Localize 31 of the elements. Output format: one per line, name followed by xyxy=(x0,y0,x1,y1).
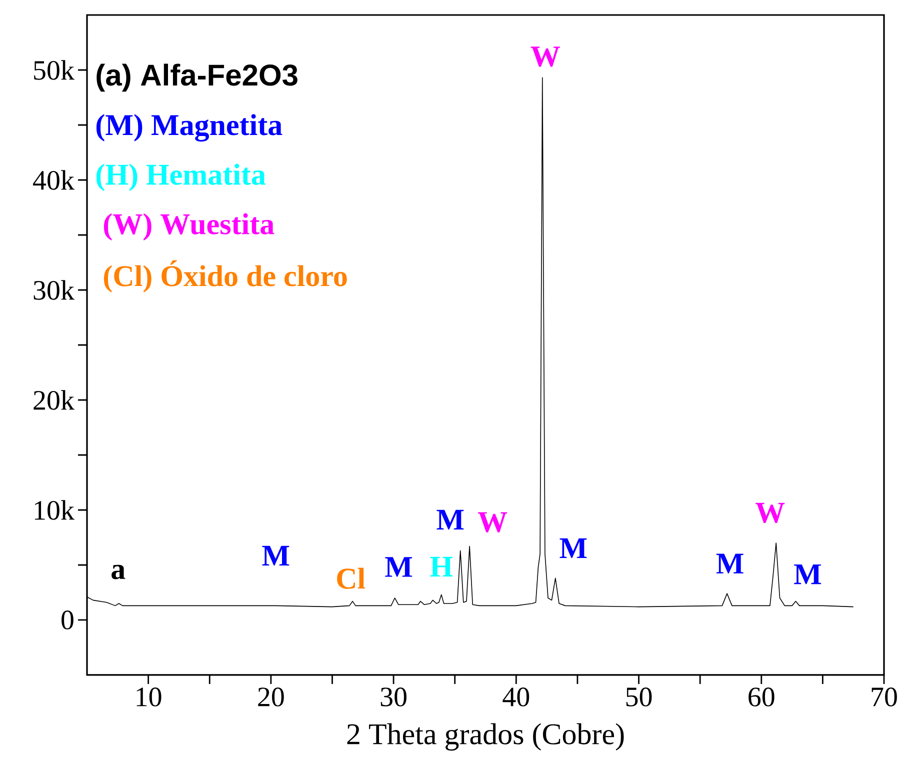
annotation: W xyxy=(478,512,508,532)
annotation: M xyxy=(262,546,290,566)
x-tick-label: 30 xyxy=(380,688,406,706)
annotation: W xyxy=(530,46,560,67)
x-tick-label: 10 xyxy=(136,688,162,706)
text: (a) Alfa-Fe2O3 xyxy=(96,64,298,92)
y-tick-label: 10k xyxy=(34,500,74,520)
x-tick-label: 40 xyxy=(502,688,530,706)
y-tick-label: 50k xyxy=(34,60,74,80)
y-tick-label: 30k xyxy=(34,280,74,300)
y-tick-label: 20k xyxy=(34,390,74,410)
annotation: W xyxy=(756,502,785,524)
x-tick-label: 50 xyxy=(626,688,652,706)
annotation: (H) Hematita xyxy=(96,164,266,191)
annotation: M xyxy=(385,557,412,577)
x-tick-label: 70 xyxy=(872,688,897,706)
annotation: a xyxy=(112,564,126,580)
annotation: M xyxy=(794,564,822,584)
annotation: Cl xyxy=(337,568,366,589)
y-tick-label: 40k xyxy=(33,170,74,190)
y-tick-label: 0 xyxy=(62,610,74,630)
x-tick-label: 20 xyxy=(258,688,284,706)
annotation: H xyxy=(430,556,453,577)
annotation: M xyxy=(560,538,587,558)
annotation: M xyxy=(436,510,464,530)
annotation: M xyxy=(716,554,744,574)
x-axis-title: 2 Theta grados (Cobre) xyxy=(347,723,624,751)
annotation: (W) Wuestita xyxy=(104,213,274,240)
annotation: (Cl) Óxido de cloro xyxy=(104,260,347,292)
annotation: (M) Magnetita xyxy=(96,114,282,142)
x-tick-label: 60 xyxy=(748,688,774,706)
